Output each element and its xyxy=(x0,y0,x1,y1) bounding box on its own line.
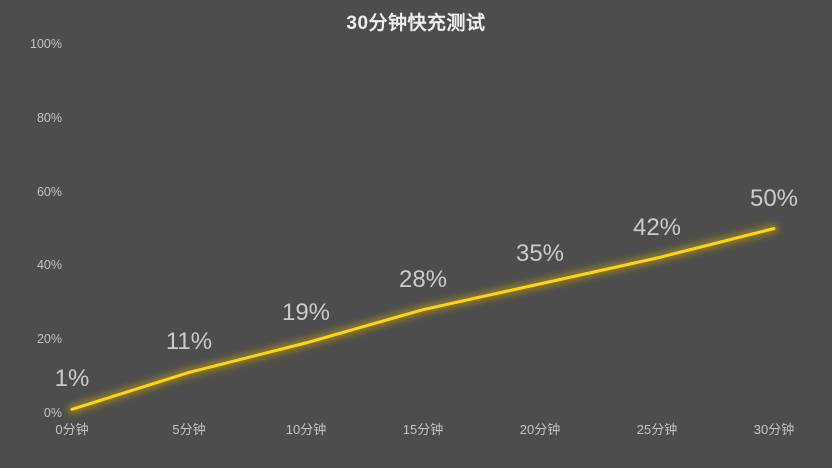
x-axis-tick-label: 15分钟 xyxy=(402,422,444,437)
x-axis-tick-label: 10分钟 xyxy=(285,422,327,437)
y-axis-tick-label: 0% xyxy=(43,406,62,420)
x-axis-tick-label: 30分钟 xyxy=(753,422,795,437)
data-point-label: 35% xyxy=(515,239,565,267)
charging-line xyxy=(70,227,776,411)
y-axis-tick-label: 60% xyxy=(36,184,62,199)
data-point-label: 50% xyxy=(749,184,799,212)
chart-title: 30分钟快充测试 xyxy=(346,13,486,34)
x-axis-tick-label: 20分钟 xyxy=(519,422,561,437)
y-axis-tick-label: 20% xyxy=(36,332,62,347)
y-axis-tick-label: 40% xyxy=(36,258,62,273)
data-point-label: 42% xyxy=(632,214,682,242)
x-axis-tick-label: 25分钟 xyxy=(636,422,678,437)
data-point-label: 11% xyxy=(165,328,213,356)
y-axis-tick-label: 80% xyxy=(36,110,62,125)
data-point-label: 19% xyxy=(281,298,331,326)
data-point-label: 28% xyxy=(398,265,448,293)
x-axis-tick-label: 5分钟 xyxy=(172,422,206,437)
x-axis-tick-label: 0分钟 xyxy=(55,422,89,437)
y-axis-tick-label: 100% xyxy=(30,37,62,51)
data-point-label: 1% xyxy=(54,365,90,393)
